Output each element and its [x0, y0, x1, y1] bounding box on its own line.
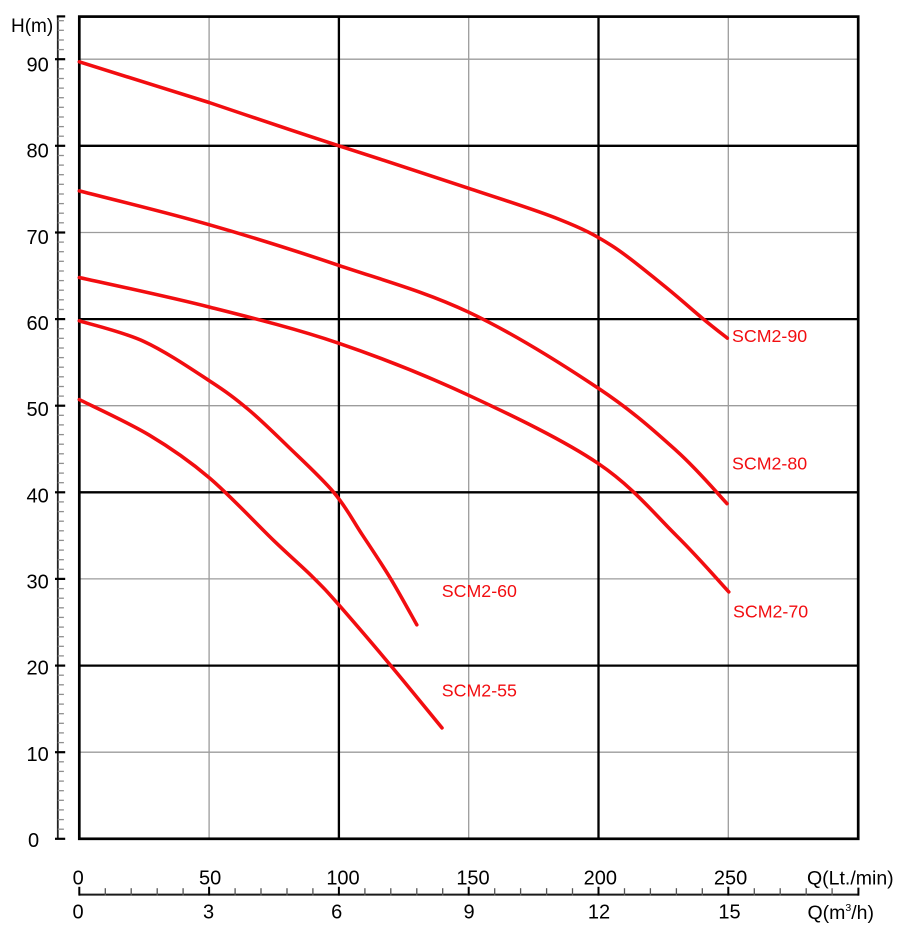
- svg-text:150: 150: [456, 867, 489, 889]
- svg-text:250: 250: [714, 867, 747, 889]
- svg-text:SCM2-80: SCM2-80: [732, 454, 807, 474]
- svg-text:60: 60: [27, 313, 49, 335]
- svg-text:70: 70: [27, 227, 49, 249]
- svg-text:50: 50: [27, 399, 49, 421]
- svg-text:100: 100: [326, 867, 359, 889]
- svg-text:SCM2-90: SCM2-90: [732, 326, 807, 346]
- svg-text:80: 80: [27, 141, 49, 163]
- svg-text:0: 0: [28, 830, 39, 852]
- svg-text:10: 10: [27, 744, 49, 766]
- svg-text:SCM2-60: SCM2-60: [442, 581, 517, 601]
- svg-text:40: 40: [27, 485, 49, 507]
- svg-text:200: 200: [584, 867, 617, 889]
- svg-text:Q(m3/h): Q(m3/h): [808, 902, 875, 924]
- svg-text:15: 15: [718, 902, 740, 924]
- svg-text:9: 9: [463, 902, 474, 924]
- svg-text:90: 90: [27, 55, 49, 77]
- svg-text:20: 20: [27, 658, 49, 680]
- svg-text:SCM2-70: SCM2-70: [733, 602, 808, 622]
- svg-text:50: 50: [199, 867, 221, 889]
- svg-text:0: 0: [73, 867, 84, 889]
- svg-text:30: 30: [27, 572, 49, 594]
- svg-text:0: 0: [72, 902, 83, 924]
- svg-text:12: 12: [588, 902, 610, 924]
- svg-text:H(m): H(m): [11, 16, 53, 37]
- svg-text:6: 6: [331, 902, 342, 924]
- svg-text:SCM2-55: SCM2-55: [442, 681, 517, 701]
- svg-text:Q(Lt./min): Q(Lt./min): [807, 867, 894, 889]
- svg-text:3: 3: [203, 902, 214, 924]
